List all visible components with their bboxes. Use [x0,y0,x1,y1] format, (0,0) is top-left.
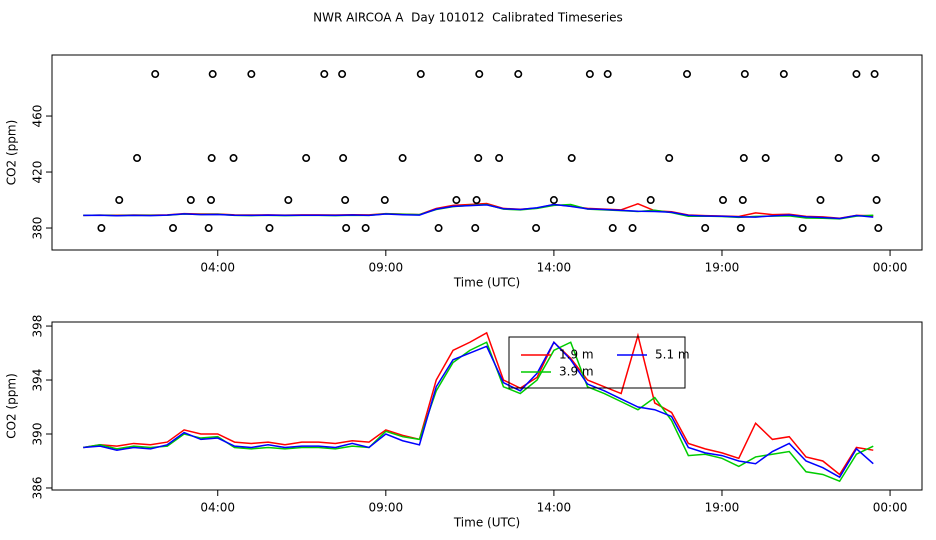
x-tick-label: 09:00 [369,501,404,515]
x-tick-label: 00:00 [873,501,908,515]
sample-point [495,154,504,163]
series-line [83,341,874,483]
sample-point [628,224,637,233]
sample-point [761,154,770,163]
sample-point [169,224,178,233]
sample-point [115,196,124,205]
sample-point [361,224,370,233]
sample-point [339,154,348,163]
y-tick-label: 386 [31,477,45,500]
x-tick-label: 19:00 [705,261,740,275]
sample-point [532,224,541,233]
sample-point [585,70,594,79]
legend-label: 5.1 m [655,348,690,362]
x-tick-label: 04:00 [200,501,235,515]
x-tick-label: 04:00 [200,261,235,275]
sample-point [265,224,274,233]
x-tick-label: 19:00 [705,501,740,515]
sample-point [701,224,710,233]
x-tick-label: 00:00 [873,261,908,275]
sample-point [739,154,748,163]
sample-point [874,224,883,233]
sample-point [871,154,880,163]
sample-point [852,70,861,79]
sample-point [472,196,481,205]
sample-point [816,196,825,205]
sample-point [718,196,727,205]
sample-point [646,196,655,205]
sample-point [474,154,483,163]
sample-point [683,70,692,79]
sample-point [567,154,576,163]
sample-point [338,70,347,79]
sample-point [738,196,747,205]
series-line [83,203,874,220]
sample-point [208,70,217,79]
sample-point [475,70,484,79]
sample-point [798,224,807,233]
sample-point [452,196,461,205]
sample-point [302,154,311,163]
sample-point [471,224,480,233]
sample-point [416,70,425,79]
series-line [83,331,874,476]
plot-frame [51,54,923,251]
sample-point [779,70,788,79]
series-line [83,340,874,479]
sample-point [608,224,617,233]
y-axis-label: CO2 (ppm) [5,120,19,186]
x-tick-label: 09:00 [369,261,404,275]
legend-label: 3.9 m [559,365,594,379]
sample-point [204,224,213,233]
sample-point [133,154,142,163]
y-tick-label: 460 [31,105,45,128]
y-tick-label: 398 [31,315,45,338]
y-tick-label: 394 [31,369,45,392]
figure-title: NWR AIRCOA A Day 101012 Calibrated Times… [313,11,623,25]
sample-point [665,154,674,163]
sample-point [247,70,256,79]
sample-point [434,224,443,233]
sample-point [229,154,238,163]
sample-point [740,70,749,79]
sample-point [151,70,160,79]
sample-point [320,70,329,79]
x-axis-label: Time (UTC) [453,516,520,530]
sample-point [549,196,558,205]
sample-point [834,154,843,163]
sample-point [97,224,106,233]
sample-point [341,196,350,205]
sample-point [284,196,293,205]
sample-point [514,70,523,79]
sample-point [186,196,195,205]
y-tick-label: 380 [31,217,45,240]
sample-point [870,70,879,79]
y-axis-label: CO2 (ppm) [5,373,19,439]
sample-point [398,154,407,163]
sample-point [872,196,881,205]
x-tick-label: 14:00 [537,501,572,515]
sample-point [736,224,745,233]
sample-point [207,196,216,205]
sample-point [207,154,216,163]
sample-point [380,196,389,205]
legend-box [508,336,686,389]
y-tick-label: 390 [31,423,45,446]
sample-point [603,70,612,79]
y-tick-label: 420 [31,161,45,184]
sample-point [342,224,351,233]
plot-frame [51,321,923,491]
sample-point [606,196,615,205]
x-axis-label: Time (UTC) [453,276,520,290]
x-tick-label: 14:00 [537,261,572,275]
legend-label: 1.9 m [559,348,594,362]
